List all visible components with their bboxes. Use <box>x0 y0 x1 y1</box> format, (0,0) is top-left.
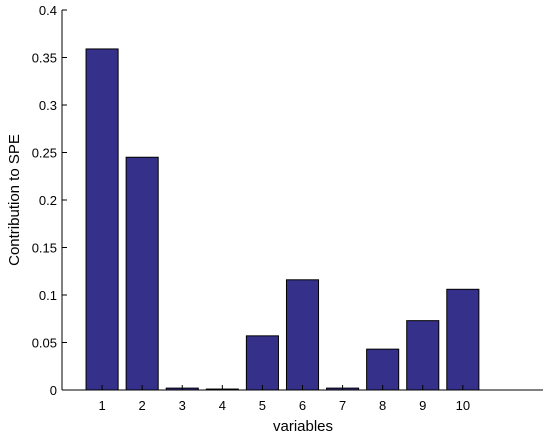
bar-9 <box>406 320 440 391</box>
x-ticks-group: 1 2 3 4 5 6 7 8 9 10 <box>98 385 470 413</box>
y-tick-label: 0.25 <box>32 146 57 161</box>
bar-8 <box>366 348 400 391</box>
bar-1 <box>85 48 119 391</box>
y-tick-label: 0.4 <box>39 3 57 18</box>
bar-2 <box>125 156 159 391</box>
x-tick-label: 4 <box>219 398 226 413</box>
y-tick-label: 0.05 <box>32 336 57 351</box>
x-tick-label: 3 <box>179 398 186 413</box>
y-axis-label: Contribution to SPE <box>6 134 23 266</box>
x-tick-label: 7 <box>339 398 346 413</box>
y-tick-label: 0 <box>50 383 57 398</box>
y-tick-label: 0.35 <box>32 51 57 66</box>
x-tick-label: 8 <box>379 398 386 413</box>
x-tick-label: 10 <box>456 398 470 413</box>
x-tick-label: 9 <box>419 398 426 413</box>
bar-5 <box>245 335 279 391</box>
x-axis-label: variables <box>273 418 333 435</box>
y-ticks-group: 0 0.05 0.1 0.15 0.2 0.25 0.3 0.35 0.4 <box>32 3 67 398</box>
y-tick-label: 0.15 <box>32 241 57 256</box>
y-tick-label: 0.2 <box>39 193 57 208</box>
x-tick-label: 5 <box>259 398 266 413</box>
bar-10 <box>446 288 480 391</box>
x-tick-label: 2 <box>139 398 146 413</box>
x-tick-label: 6 <box>299 398 306 413</box>
y-tick-label: 0.3 <box>39 98 57 113</box>
y-tick-label: 0.1 <box>39 288 57 303</box>
bar-6 <box>285 279 320 391</box>
x-tick-label: 1 <box>98 398 105 413</box>
bars-group <box>85 48 480 391</box>
